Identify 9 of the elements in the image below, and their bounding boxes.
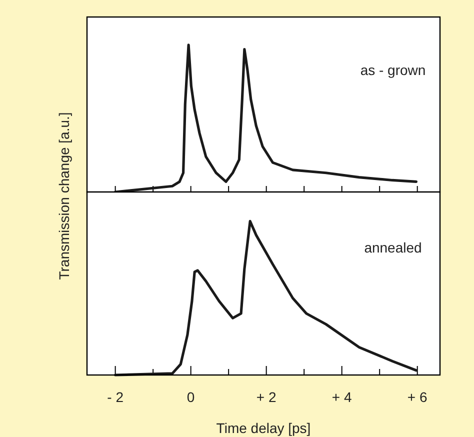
x-axis-title: Time delay [ps] — [216, 420, 311, 436]
x-tick-label: - 2 — [107, 389, 124, 405]
annotation: as - grown — [360, 62, 426, 78]
annotation: annealed — [364, 239, 422, 256]
x-tick-label: + 2 — [256, 389, 276, 405]
x-tick-label: + 6 — [407, 389, 428, 405]
x-tick-label: + 4 — [332, 389, 352, 405]
y-axis-title: Transmission change [a.u.] — [56, 112, 72, 280]
x-tick-label: 0 — [186, 389, 195, 405]
